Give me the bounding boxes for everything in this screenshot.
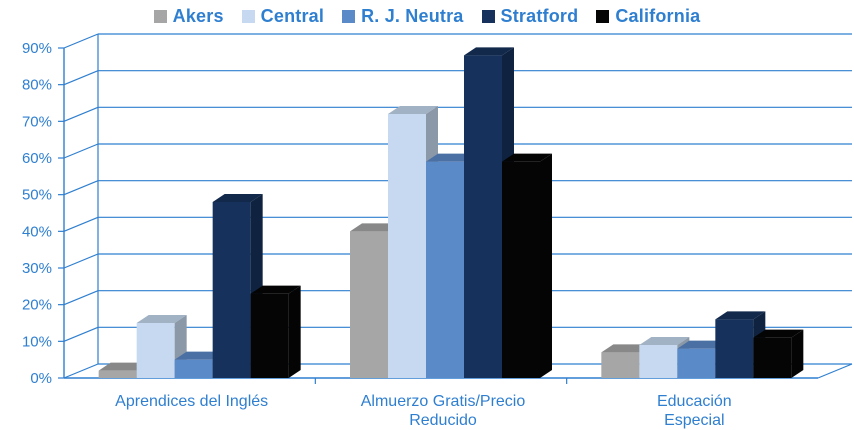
bar-front <box>464 55 502 378</box>
gridline-depth <box>63 253 99 269</box>
bar-front <box>212 202 251 378</box>
bar-front <box>250 293 289 378</box>
legend-item: Stratford <box>481 5 579 27</box>
legend-label: Akers <box>172 5 224 26</box>
bar-top <box>715 311 766 320</box>
legend-swatch <box>153 9 167 23</box>
bar-top <box>250 285 301 294</box>
legend-swatch <box>596 9 610 23</box>
legend-swatch <box>342 9 356 23</box>
bar <box>502 153 552 378</box>
legend-item: R. J. Neutra <box>342 6 463 27</box>
gridline-depth <box>63 70 99 86</box>
bar-front <box>174 359 213 378</box>
bar-side <box>540 153 552 378</box>
category-label: Almuerzo Gratis/Precio <box>361 393 526 410</box>
legend-label: Central <box>260 5 325 26</box>
category-label: Reducido <box>409 412 477 429</box>
gridline-depth <box>63 180 99 196</box>
bar-side <box>791 329 804 378</box>
y-tick-label: 70% <box>22 113 52 130</box>
bar-top <box>677 340 728 349</box>
y-tick-label: 10% <box>22 333 52 350</box>
legend-swatch <box>481 9 495 23</box>
gridline-depth <box>63 363 99 379</box>
y-tick-label: 80% <box>22 77 52 94</box>
bar <box>250 285 301 378</box>
legend-item: Akers <box>153 5 224 27</box>
bar-front <box>601 352 640 378</box>
gridline-depth <box>63 106 99 122</box>
bar-top <box>639 337 690 345</box>
bar-front <box>753 337 792 378</box>
bar-front <box>350 231 388 378</box>
legend-item: Central <box>241 5 325 27</box>
bar-front <box>388 114 426 378</box>
bar-top <box>502 153 552 162</box>
bar-top <box>388 106 438 114</box>
legend-label: California <box>615 5 701 26</box>
y-tick-label: 30% <box>22 260 52 277</box>
category-label: Educación <box>657 393 732 410</box>
gridline-depth <box>63 326 99 342</box>
bar-front <box>426 161 464 378</box>
floor-right-edge <box>817 363 853 379</box>
bars <box>98 47 804 378</box>
bar-top <box>464 47 514 56</box>
legend-item: California <box>596 6 700 27</box>
bar-top <box>601 344 652 353</box>
y-tick-label: 40% <box>22 223 52 240</box>
bar-front <box>136 323 175 378</box>
bar-top <box>136 315 187 323</box>
gridline-depth <box>63 143 99 159</box>
bar-front <box>98 370 137 378</box>
y-tick-label: 20% <box>22 297 52 314</box>
gridline-depth <box>63 290 99 306</box>
bar-top <box>98 362 149 371</box>
legend-swatch <box>241 9 255 23</box>
y-tick-label: 0% <box>30 370 52 387</box>
bar-front <box>502 161 540 378</box>
legend-label: Stratford <box>500 5 579 26</box>
bar-top <box>174 351 225 360</box>
bar-front <box>677 348 716 378</box>
y-tick-label: 90% <box>22 40 52 57</box>
bar-top <box>212 194 263 202</box>
bar <box>136 315 187 378</box>
gridline-depth <box>63 216 99 232</box>
bar-top <box>426 153 476 162</box>
bar-front <box>639 345 678 378</box>
bar-top <box>753 329 804 338</box>
y-tick-label: 50% <box>22 187 52 204</box>
bar-top <box>350 223 400 232</box>
category-label: Aprendices del Inglés <box>115 393 268 410</box>
legend: Akers Central R. J. Neutra Stratford Califor… <box>0 4 854 28</box>
gridline-depth <box>63 33 99 49</box>
legend-label: R. J. Neutra <box>361 5 464 26</box>
category-label: Especial <box>664 412 724 429</box>
bar-front <box>715 319 754 378</box>
bar <box>753 329 804 378</box>
bar-side <box>288 285 301 378</box>
y-tick-label: 60% <box>22 150 52 167</box>
